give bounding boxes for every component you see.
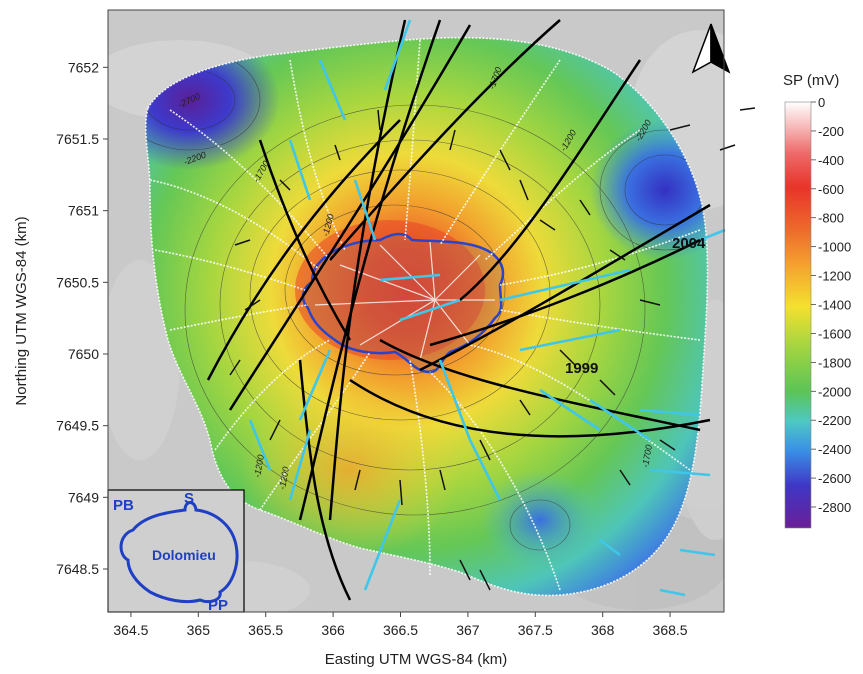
annotation-2004: 2004 bbox=[672, 235, 706, 252]
y-tick-label: 7651.5 bbox=[56, 131, 99, 147]
colorbar-title: SP (mV) bbox=[783, 72, 839, 89]
y-tick-label: 7651 bbox=[68, 203, 99, 219]
y-axis: 7652 7651.5 7651 7650.5 7650 7649.5 7649 7648.5 bbox=[56, 59, 108, 577]
x-tick-label: 368 bbox=[591, 622, 615, 638]
x-tick-label: 364.5 bbox=[113, 622, 148, 638]
x-axis: 364.5 365 365.5 366 366.5 367 367.5 368 368.5 bbox=[113, 612, 688, 638]
fracture-lines-short bbox=[229, 107, 756, 591]
colorbar-tick-label: -1200 bbox=[818, 269, 851, 284]
colorbar-ticks: 0 -200 -400 -600 -800 -1000 -1200 -1400 -1600 -18… bbox=[811, 95, 851, 515]
x-tick-label: 366 bbox=[321, 622, 345, 638]
inset-label-pp: PP bbox=[208, 597, 228, 614]
fracture-lines-black bbox=[206, 19, 711, 601]
colorbar-tick-label: -1000 bbox=[818, 240, 851, 255]
x-tick-label: 368.5 bbox=[653, 622, 688, 638]
colorbar-tick-label: -400 bbox=[818, 153, 844, 168]
colorbar-tick-label: -600 bbox=[818, 182, 844, 197]
colorbar-tick-label: -800 bbox=[818, 211, 844, 226]
fracture-lines-cyan bbox=[248, 19, 726, 597]
colorbar-tick-label: -200 bbox=[818, 124, 844, 139]
y-axis-title: Northing UTM WGS-84 (km) bbox=[13, 216, 30, 405]
colorbar-tick-label: -1600 bbox=[818, 326, 851, 341]
colorbar-tick-label: -2000 bbox=[818, 384, 851, 399]
plot-frame bbox=[107, 9, 725, 613]
inset-map: PB S Dolomieu PP bbox=[107, 489, 245, 614]
inset-label-pb: PB bbox=[113, 497, 134, 514]
inset-label-dolomieu: Dolomieu bbox=[152, 547, 216, 563]
colorbar-tick-label: 0 bbox=[818, 95, 825, 110]
x-tick-label: 365.5 bbox=[248, 622, 283, 638]
x-tick-label: 367.5 bbox=[518, 622, 553, 638]
colorbar-tick-label: -2600 bbox=[818, 471, 851, 486]
contour-label: -1700 bbox=[640, 444, 654, 468]
colorbar bbox=[784, 101, 812, 529]
inset-label-s: S bbox=[184, 490, 194, 507]
colorbar-tick-label: -1800 bbox=[818, 355, 851, 370]
crater-radial-trails bbox=[314, 241, 495, 361]
colorbar-tick-label: -1400 bbox=[818, 298, 851, 313]
y-tick-label: 7650.5 bbox=[56, 274, 99, 290]
y-tick-label: 7649.5 bbox=[56, 418, 99, 434]
inset-crater-outline bbox=[119, 501, 239, 604]
x-tick-label: 367 bbox=[456, 622, 480, 638]
y-tick-label: 7650 bbox=[68, 346, 99, 362]
x-tick-label: 365 bbox=[187, 622, 211, 638]
y-tick-label: 7652 bbox=[68, 59, 99, 75]
y-tick-label: 7649 bbox=[68, 489, 99, 505]
y-tick-label: 7648.5 bbox=[56, 561, 99, 577]
x-axis-title: Easting UTM WGS-84 (km) bbox=[325, 651, 508, 668]
annotation-1999: 1999 bbox=[565, 360, 598, 377]
contour-label: -1200 bbox=[277, 466, 291, 490]
colorbar-tick-label: -2400 bbox=[818, 442, 851, 457]
colorbar-tick-label: -2200 bbox=[818, 413, 851, 428]
contour-label: -1200 bbox=[252, 454, 266, 478]
x-tick-label: 366.5 bbox=[383, 622, 418, 638]
colorbar-tick-label: -2800 bbox=[818, 500, 851, 515]
